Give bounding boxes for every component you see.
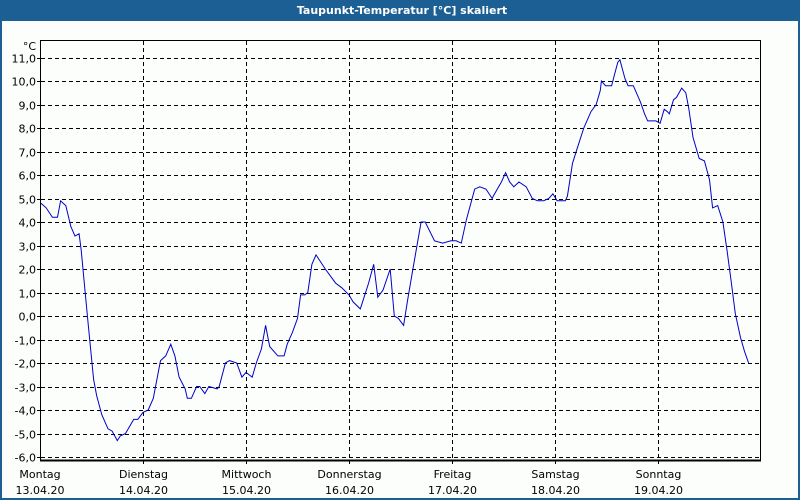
x-tick-day: Sonntag xyxy=(636,468,682,481)
x-tick-date: 17.04.20 xyxy=(428,484,477,497)
x-tick-date: 18.04.20 xyxy=(531,484,580,497)
y-tick-label: -6,0 xyxy=(15,452,36,465)
y-tick-label: -3,0 xyxy=(15,382,36,395)
y-tick-label: 11,0 xyxy=(12,53,37,66)
y-tick-label: -4,0 xyxy=(15,405,36,418)
window-title: Taupunkt-Temperatur [°C] skaliert xyxy=(2,0,800,21)
x-tick-date: 13.04.20 xyxy=(16,484,65,497)
horizontal-gridlines xyxy=(37,58,760,458)
y-tick-label: 4,0 xyxy=(19,217,37,230)
x-tick-day: Mittwoch xyxy=(222,468,272,481)
x-tick-date: 15.04.20 xyxy=(222,484,271,497)
y-tick-label: 2,0 xyxy=(19,264,37,277)
y-tick-label: 8,0 xyxy=(19,123,37,136)
y-axis-unit: °C xyxy=(23,40,37,53)
x-tick-date: 14.04.20 xyxy=(119,484,168,497)
x-tick-day: Donnerstag xyxy=(317,468,381,481)
y-tick-label: -2,0 xyxy=(15,358,36,371)
y-tick-label: -5,0 xyxy=(15,429,36,442)
vertical-gridlines xyxy=(143,41,659,464)
y-tick-label: 10,0 xyxy=(12,76,37,89)
x-tick-day: Freitag xyxy=(434,468,472,481)
y-tick-label: 7,0 xyxy=(19,147,37,160)
dew-point-series-line xyxy=(40,58,750,442)
x-axis-tick-labels: Montag 13.04.20 Dienstag 14.04.20 Mittwoch 15… xyxy=(16,468,683,497)
y-tick-label: 1,0 xyxy=(19,288,37,301)
x-tick-day: Montag xyxy=(19,468,60,481)
x-tick-date: 16.04.20 xyxy=(325,484,374,497)
y-tick-label: -1,0 xyxy=(15,335,36,348)
plot-frame xyxy=(40,40,761,461)
y-tick-label: 3,0 xyxy=(19,241,37,254)
y-axis-tick-labels: 11,0 10,0 9,0 8,0 7,0 6,0 5,0 4,0 3,0 2,0 1,0 0,0 -1… xyxy=(12,53,37,465)
x-tick-day: Dienstag xyxy=(119,468,168,481)
y-tick-label: 0,0 xyxy=(19,311,37,324)
x-tick-date: 19.04.20 xyxy=(634,484,683,497)
x-tick-day: Samstag xyxy=(531,468,579,481)
y-tick-label: 5,0 xyxy=(19,194,37,207)
y-tick-label: 9,0 xyxy=(19,100,37,113)
y-tick-label: 6,0 xyxy=(19,170,37,183)
